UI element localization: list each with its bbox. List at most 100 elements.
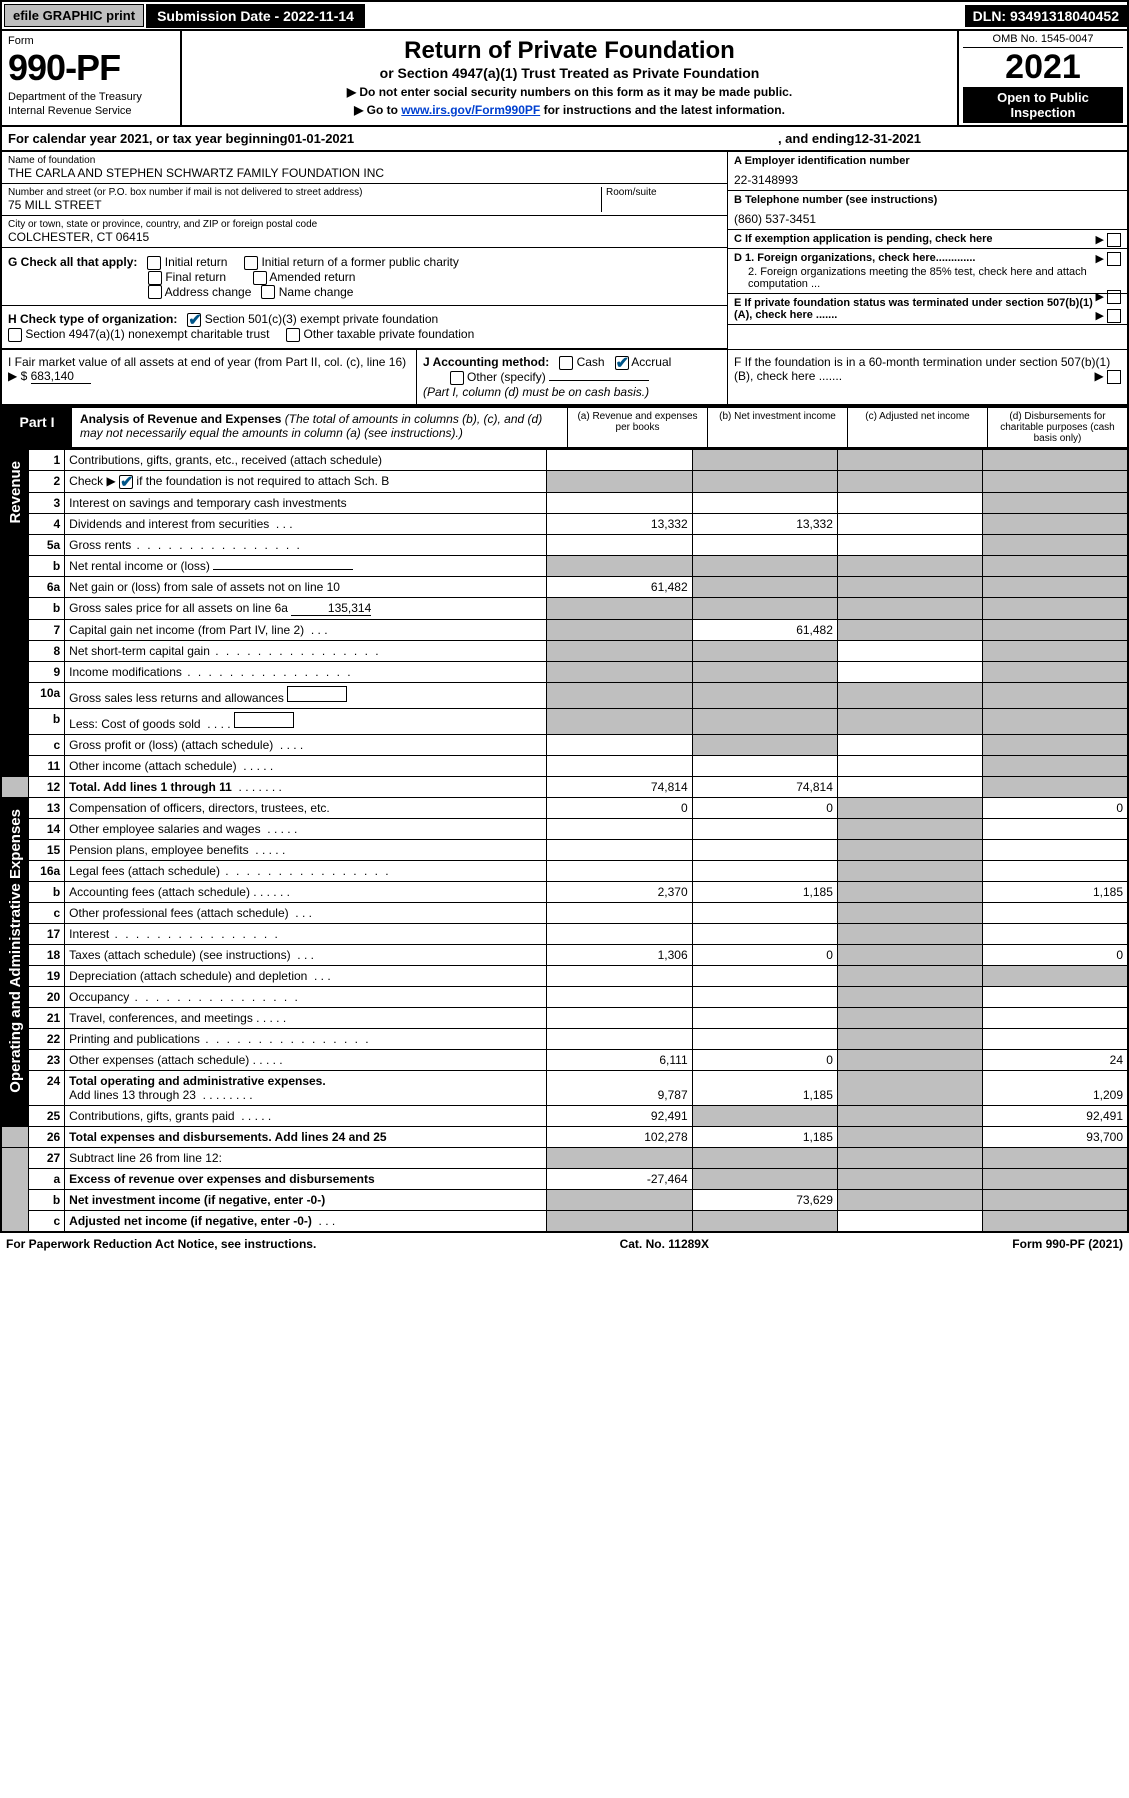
c-checkbox[interactable] bbox=[1107, 233, 1121, 247]
desc-5a: Gross rents bbox=[65, 534, 547, 555]
form-title: Return of Private Foundation bbox=[188, 37, 951, 65]
d2-checkbox[interactable] bbox=[1107, 290, 1121, 304]
cal-begin: 01-01-2021 bbox=[288, 131, 355, 146]
h-4947-checkbox[interactable] bbox=[8, 328, 22, 342]
g-amended-checkbox[interactable] bbox=[253, 271, 267, 285]
ln-6a: 6a bbox=[29, 576, 65, 597]
irs-link[interactable]: www.irs.gov/Form990PF bbox=[401, 103, 540, 117]
f-checkbox[interactable] bbox=[1107, 370, 1121, 384]
row-3: 3Interest on savings and temporary cash … bbox=[1, 492, 1128, 513]
form-number: 990-PF bbox=[8, 47, 174, 89]
desc-18: Taxes (attach schedule) (see instruction… bbox=[65, 944, 547, 965]
form-label: Form bbox=[8, 35, 174, 47]
submission-date: Submission Date - 2022-11-14 bbox=[146, 4, 365, 28]
desc-2: Check ▶ if the foundation is not require… bbox=[65, 470, 547, 492]
row-6b: bGross sales price for all assets on lin… bbox=[1, 597, 1128, 619]
r24-b: 1,185 bbox=[692, 1070, 837, 1105]
ln-26: 26 bbox=[29, 1126, 65, 1147]
row-23: 23Other expenses (attach schedule) . . .… bbox=[1, 1049, 1128, 1070]
r24-d: 1,209 bbox=[983, 1070, 1128, 1105]
item-c: C If exemption application is pending, c… bbox=[728, 230, 1127, 249]
row-2: 2 Check ▶ if the foundation is not requi… bbox=[1, 470, 1128, 492]
desc-23: Other expenses (attach schedule) . . . .… bbox=[65, 1049, 547, 1070]
g-label: G Check all that apply: bbox=[8, 255, 137, 269]
row-6a: 6aNet gain or (loss) from sale of assets… bbox=[1, 576, 1128, 597]
d2-label: 2. Foreign organizations meeting the 85%… bbox=[734, 266, 1121, 290]
desc-10a: Gross sales less returns and allowances bbox=[65, 682, 547, 708]
addr-label: Number and street (or P.O. box number if… bbox=[8, 187, 601, 198]
ln-14: 14 bbox=[29, 818, 65, 839]
ln-17: 17 bbox=[29, 923, 65, 944]
dln: DLN: 93491318040452 bbox=[965, 5, 1127, 27]
j-cash-checkbox[interactable] bbox=[559, 356, 573, 370]
e-checkbox[interactable] bbox=[1107, 309, 1121, 323]
top-bar: efile GRAPHIC print Submission Date - 20… bbox=[0, 0, 1129, 31]
ln-27c: c bbox=[29, 1210, 65, 1232]
ln-21: 21 bbox=[29, 1007, 65, 1028]
city-value: COLCHESTER, CT 06415 bbox=[8, 230, 721, 244]
part1-header: Part I Analysis of Revenue and Expenses … bbox=[0, 406, 1129, 449]
schb-checkbox[interactable] bbox=[119, 475, 133, 489]
g-final-checkbox[interactable] bbox=[148, 271, 162, 285]
omb-number: OMB No. 1545-0047 bbox=[963, 33, 1123, 48]
row-10b: bLess: Cost of goods sold . . . . bbox=[1, 708, 1128, 734]
ln-13: 13 bbox=[29, 797, 65, 818]
j-accrual-checkbox[interactable] bbox=[615, 356, 629, 370]
ln-15: 15 bbox=[29, 839, 65, 860]
row-18: 18Taxes (attach schedule) (see instructi… bbox=[1, 944, 1128, 965]
room-label: Room/suite bbox=[606, 187, 721, 198]
row-17: 17Interest bbox=[1, 923, 1128, 944]
row-10a: 10aGross sales less returns and allowanc… bbox=[1, 682, 1128, 708]
desc-27b: Net investment income (if negative, ente… bbox=[65, 1189, 547, 1210]
item-f: F If the foundation is in a 60-month ter… bbox=[727, 350, 1127, 404]
ln-22: 22 bbox=[29, 1028, 65, 1049]
r18-d: 0 bbox=[983, 944, 1128, 965]
efile-print-button[interactable]: efile GRAPHIC print bbox=[4, 4, 144, 27]
header-left: Form 990-PF Department of the Treasury I… bbox=[2, 31, 182, 125]
r6a-a: 61,482 bbox=[547, 576, 692, 597]
col-d-header: (d) Disbursements for charitable purpose… bbox=[987, 408, 1127, 447]
row-26: 26Total expenses and disbursements. Add … bbox=[1, 1126, 1128, 1147]
desc-16b: Accounting fees (attach schedule) . . . … bbox=[65, 881, 547, 902]
desc-13: Compensation of officers, directors, tru… bbox=[65, 797, 547, 818]
desc-16a: Legal fees (attach schedule) bbox=[65, 860, 547, 881]
row-19: 19Depreciation (attach schedule) and dep… bbox=[1, 965, 1128, 986]
row-15: 15Pension plans, employee benefits . . .… bbox=[1, 839, 1128, 860]
row-21: 21Travel, conferences, and meetings . . … bbox=[1, 1007, 1128, 1028]
d1-checkbox[interactable] bbox=[1107, 252, 1121, 266]
cal-mid: , and ending bbox=[778, 131, 855, 146]
row-22: 22Printing and publications bbox=[1, 1028, 1128, 1049]
ln-5a: 5a bbox=[29, 534, 65, 555]
ln-27a: a bbox=[29, 1168, 65, 1189]
foundation-name: THE CARLA AND STEPHEN SCHWARTZ FAMILY FO… bbox=[8, 166, 721, 180]
ijf-row: I Fair market value of all assets at end… bbox=[0, 350, 1129, 406]
j-other-checkbox[interactable] bbox=[450, 371, 464, 385]
desc-10c: Gross profit or (loss) (attach schedule)… bbox=[65, 734, 547, 755]
foundation-name-cell: Name of foundation THE CARLA AND STEPHEN… bbox=[2, 152, 727, 184]
g-initial-label: Initial return bbox=[165, 255, 228, 269]
part1-title-cell: Analysis of Revenue and Expenses (The to… bbox=[72, 408, 567, 447]
tel-label: B Telephone number (see instructions) bbox=[734, 194, 937, 206]
ln-3: 3 bbox=[29, 492, 65, 513]
g-address-checkbox[interactable] bbox=[148, 285, 162, 299]
ln-27: 27 bbox=[29, 1147, 65, 1168]
g-initial-checkbox[interactable] bbox=[147, 256, 161, 270]
name-label: Name of foundation bbox=[8, 155, 721, 166]
h-501c3-checkbox[interactable] bbox=[187, 313, 201, 327]
r16b-b: 1,185 bbox=[692, 881, 837, 902]
g-initial-former-checkbox[interactable] bbox=[244, 256, 258, 270]
row-4: 4Dividends and interest from securities … bbox=[1, 513, 1128, 534]
desc-22: Printing and publications bbox=[65, 1028, 547, 1049]
ln-12: 12 bbox=[29, 776, 65, 797]
g-name-checkbox[interactable] bbox=[261, 285, 275, 299]
g-final-label: Final return bbox=[165, 270, 226, 284]
r27b-b: 73,629 bbox=[692, 1189, 837, 1210]
part1-title: Analysis of Revenue and Expenses bbox=[80, 412, 281, 426]
footer-left: For Paperwork Reduction Act Notice, see … bbox=[6, 1237, 316, 1251]
part1-cols: (a) Revenue and expenses per books (b) N… bbox=[567, 408, 1127, 447]
item-i: I Fair market value of all assets at end… bbox=[2, 350, 417, 404]
r7-b: 61,482 bbox=[692, 619, 837, 640]
address-cell: Number and street (or P.O. box number if… bbox=[2, 184, 727, 216]
desc-24: Total operating and administrative expen… bbox=[65, 1070, 547, 1105]
h-other-checkbox[interactable] bbox=[286, 328, 300, 342]
